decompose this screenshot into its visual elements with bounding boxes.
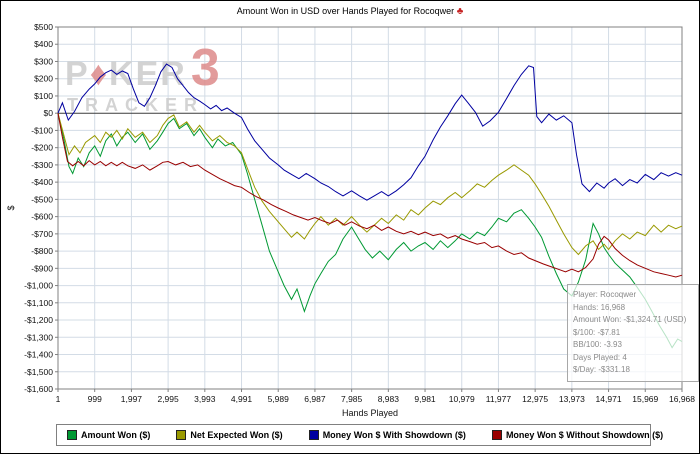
legend-label: Net Expected Won ($) [190,430,283,440]
y-tick-label: -$1,600 [24,384,53,394]
legend-item-1: Net Expected Won ($) [176,430,283,440]
x-tick-label: 3,993 [194,394,216,404]
y-tick-label: $0 [44,108,54,118]
y-tick-label: -$1,300 [24,332,53,342]
y-tick-label: -$700 [31,229,53,239]
y-tick-label: $400 [34,39,53,49]
x-tick-label: 13,973 [559,394,585,404]
x-tick-label: 1,997 [121,394,143,404]
legend-swatch-icon [176,430,187,440]
legend-label: Money Won $ With Showdown ($) [322,430,466,440]
y-tick-label: -$1,200 [24,315,53,325]
legend-item-3: Money Won $ Without Showdown ($) [491,430,664,440]
chart-title-text: Amount Won in USD over Hands Played for … [236,6,455,16]
y-tick-label: -$600 [31,212,53,222]
x-tick-label: 10,979 [449,394,475,404]
series-line-2 [57,63,683,201]
legend-item-0: Amount Won ($) [67,430,150,440]
pokertracker-watermark-text: TRACKER [67,95,204,115]
x-tick-label: 6,987 [304,394,326,404]
series-line-1 [57,113,683,256]
y-tick-label: $100 [34,91,53,101]
y-axis-title: $ [6,205,16,210]
legend-swatch-icon [67,430,77,440]
stat-days-played: Days Played: 4 [573,352,627,362]
legend-label: Money Won $ Without Showdown ($) [505,430,664,440]
club-suit-icon: ♣ [456,6,464,17]
legend-swatch-icon [491,430,502,440]
stat-amount-won: Amount Won: -$1,324.71 (USD) [573,315,687,324]
x-tick-label: 2,995 [157,394,179,404]
x-tick-label: 11,977 [486,394,512,404]
y-tick-label: -$1,500 [24,367,53,377]
series-line-0 [57,113,683,349]
x-tick-label: 7,985 [341,394,363,404]
y-tick-label: $200 [34,74,53,84]
stat-bb-100: BB/100: -3.93 [573,340,622,349]
x-tick-label: 9,981 [414,394,436,404]
chart-legend: Amount Won ($) Net Expected Won ($) Money … [56,424,663,446]
x-axis-title: Hands Played [342,408,398,418]
stat-hands: Hands: 16,968 [573,302,626,312]
stat-per-day: $/Day: -$331.18 [573,365,630,374]
y-tick-label: -$400 [31,177,53,187]
x-tick-label: 14,971 [596,394,622,404]
y-tick-label: $300 [34,56,53,66]
y-tick-label: -$300 [31,160,53,170]
x-tick-label: 999 [88,394,102,404]
legend-swatch-icon [308,430,319,440]
y-tick-label: -$800 [31,246,53,256]
x-tick-label: 4,991 [231,394,253,404]
chart-canvas[interactable]: 1 999 1,997 2,995 3,993 4,991 5,989 6,987 7,985 8… [1,17,700,419]
series-line-3 [57,113,683,278]
y-tick-label: -$500 [31,194,53,204]
y-tick-label: -$200 [31,143,53,153]
y-tick-label: -$100 [31,125,53,135]
y-tick-label: -$900 [31,263,53,273]
y-tick-label: -$1,400 [24,350,53,360]
page-title: Amount Won in USD over Hands Played for … [1,6,699,17]
y-tick-label: $500 [34,22,53,32]
x-tick-label: 12,975 [522,394,548,404]
y-tick-label: -$1,000 [24,281,53,291]
pokertracker-watermark-icon: P♦KER3 [65,39,222,97]
y-tick-label: -$1,100 [24,298,53,308]
x-tick-label: 16,968 [669,394,695,404]
stat-per-100: $/100: -$7.81 [573,327,621,337]
x-tick-label: 15,969 [632,394,658,404]
legend-item-2: Money Won $ With Showdown ($) [308,430,466,440]
stats-tooltip: Player: Rocoqwer Hands: 16,968 Amount Wo… [567,284,699,382]
x-tick-label: 8,983 [378,394,400,404]
stat-player: Player: Rocoqwer [573,290,637,299]
legend-label: Amount Won ($) [81,430,151,440]
plot-area[interactable] [57,26,683,390]
x-tick-label: 1 [56,394,61,404]
x-tick-label: 5,989 [268,394,290,404]
